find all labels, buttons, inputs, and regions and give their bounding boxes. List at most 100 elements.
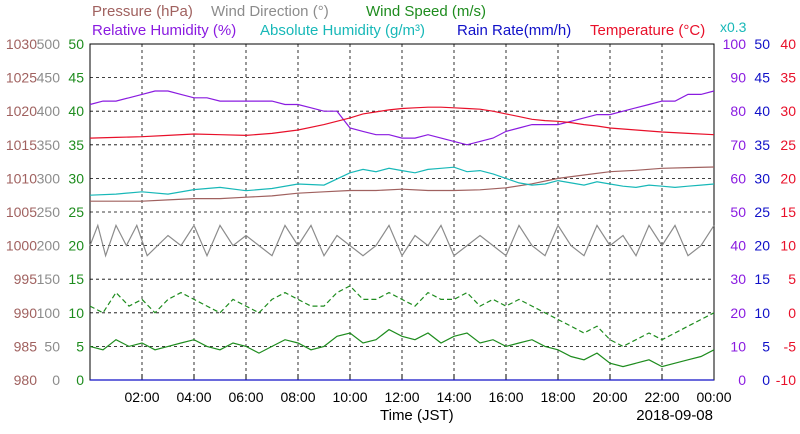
right-tick-label-temp: -5 <box>784 338 797 354</box>
right-tick-label-rh: 20 <box>730 305 746 321</box>
x-tick-label: 08:00 <box>280 389 315 405</box>
right-tick-label-rain: 50 <box>754 36 770 52</box>
right-tick-label-rh: 100 <box>723 36 747 52</box>
right-tick-label-temp: 25 <box>780 137 796 153</box>
left-tick-label-pressure: 1030 <box>6 36 37 52</box>
legend-wind-speed: Wind Speed (m/s) <box>366 3 486 20</box>
x-tick-label: 20:00 <box>592 389 627 405</box>
legend-absolute-humidity: Absolute Humidity (g/m³) <box>260 22 425 39</box>
right-tick-label-rh: 40 <box>730 238 746 254</box>
x-tick-label: 18:00 <box>540 389 575 405</box>
left-tick-label-wind_speed: 15 <box>68 271 84 287</box>
right-tick-label-rh: 60 <box>730 170 746 186</box>
left-tick-label-wind_dir: 0 <box>52 372 60 388</box>
left-tick-label-wind_speed: 5 <box>76 338 84 354</box>
left-tick-label-wind_dir: 500 <box>37 36 61 52</box>
x-axis-ticks: 02:00 04:00 06:00 08:00 10:00 12:00 14:00 16:00… <box>124 374 732 405</box>
series-line-wind-speed-m-s <box>89 328 715 368</box>
right-tick-label-temp: 40 <box>780 36 796 52</box>
x-tick-label: 16:00 <box>488 389 523 405</box>
right-tick-label-rain: 45 <box>754 70 770 86</box>
right-tick-label-temp: 5 <box>788 271 796 287</box>
right-tick-label-rain: 30 <box>754 170 770 186</box>
right-tick-label-rh: 0 <box>738 372 746 388</box>
legend-temperature: Temperature (°C) <box>590 22 705 39</box>
left-tick-label-wind_dir: 50 <box>44 338 60 354</box>
x-tick-label: 04:00 <box>176 389 211 405</box>
left-tick-label-pressure: 995 <box>14 271 38 287</box>
left-tick-label-wind_speed: 0 <box>76 372 84 388</box>
legend-wind-direction: Wind Direction (°) <box>211 3 329 20</box>
series-line-pressure-hpa <box>90 166 715 202</box>
x-tick-label: 22:00 <box>644 389 679 405</box>
left-tick-label-pressure: 1005 <box>6 204 37 220</box>
right-tick-label-rain: 15 <box>754 271 770 287</box>
right-tick-label-rain: 40 <box>754 103 770 119</box>
left-tick-label-pressure: 985 <box>14 338 38 354</box>
right-tick-label-temp: 20 <box>780 170 796 186</box>
right-tick-label-rain: 10 <box>754 305 770 321</box>
left-tick-label-wind_speed: 20 <box>68 238 84 254</box>
left-tick-label-wind_speed: 45 <box>68 70 84 86</box>
x-tick-label: 10:00 <box>332 389 367 405</box>
right-tick-label-rain: 0 <box>762 372 770 388</box>
right-tick-label-rain: 20 <box>754 238 770 254</box>
left-tick-label-wind_speed: 30 <box>68 170 84 186</box>
right-tick-label-rh: 90 <box>730 70 746 86</box>
left-tick-label-wind_speed: 35 <box>68 137 84 153</box>
legend-relative-humidity: Relative Humidity (%) <box>92 22 236 39</box>
right-tick-label-rain: 35 <box>754 137 770 153</box>
left-tick-label-pressure: 1010 <box>6 170 37 186</box>
left-tick-label-wind_speed: 50 <box>68 36 84 52</box>
left-tick-label-pressure: 980 <box>14 372 38 388</box>
left-tick-label-pressure: 1000 <box>6 238 37 254</box>
x-tick-label: 14:00 <box>436 389 471 405</box>
right-tick-label-temp: 35 <box>780 70 796 86</box>
series-line-absolute-humidity-g-m <box>89 166 715 196</box>
right-tick-label-temp: 0 <box>788 305 796 321</box>
x-axis-label: Time (JST) <box>380 407 454 424</box>
series-line-wind-gust-m-s <box>89 285 715 348</box>
left-tick-label-wind_dir: 300 <box>37 170 61 186</box>
right-tick-label-rain: 5 <box>762 338 770 354</box>
series-line-wind-direction <box>89 223 715 258</box>
legend-ah-scale-note: x0.3 <box>720 19 747 35</box>
x-tick-label: 06:00 <box>228 389 263 405</box>
date-label: 2018-09-08 <box>636 407 713 424</box>
left-tick-label-wind_dir: 100 <box>37 305 61 321</box>
right-tick-label-rh: 70 <box>730 137 746 153</box>
series-line-temperature-c <box>89 106 715 139</box>
left-tick-label-wind_speed: 40 <box>68 103 84 119</box>
right-tick-label-rh: 30 <box>730 271 746 287</box>
left-tick-label-pressure: 990 <box>14 305 38 321</box>
left-tick-label-wind_dir: 350 <box>37 137 61 153</box>
right-tick-label-rh: 80 <box>730 103 746 119</box>
series-lines <box>89 90 715 381</box>
legend-rain-rate: Rain Rate(mm/h) <box>457 22 571 39</box>
left-tick-label-pressure: 1015 <box>6 137 37 153</box>
left-tick-label-wind_dir: 400 <box>37 103 61 119</box>
right-tick-label-temp: 10 <box>780 238 796 254</box>
x-tick-label: 12:00 <box>384 389 419 405</box>
left-tick-label-wind_dir: 250 <box>37 204 61 220</box>
right-tick-label-rh: 10 <box>730 338 746 354</box>
left-tick-label-wind_dir: 450 <box>37 70 61 86</box>
left-tick-label-wind_dir: 200 <box>37 238 61 254</box>
right-axes: 0102030405060708090100051015202530354045… <box>723 36 797 388</box>
right-tick-label-temp: 30 <box>780 103 796 119</box>
left-tick-label-wind_speed: 10 <box>68 305 84 321</box>
x-tick-label: 02:00 <box>124 389 159 405</box>
left-tick-label-wind_speed: 25 <box>68 204 84 220</box>
x-tick-label: 00:00 <box>696 389 731 405</box>
series-line-relative-humidity <box>89 90 715 146</box>
left-tick-label-wind_dir: 150 <box>37 271 61 287</box>
right-tick-label-rain: 25 <box>754 204 770 220</box>
grid <box>90 44 714 380</box>
left-axes: 9809859909951000100510101015102010251030… <box>6 36 84 388</box>
right-tick-label-temp: 15 <box>780 204 796 220</box>
left-tick-label-pressure: 1020 <box>6 103 37 119</box>
legend-pressure: Pressure (hPa) <box>92 3 193 20</box>
right-tick-label-temp: -10 <box>776 372 796 388</box>
right-tick-label-rh: 50 <box>730 204 746 220</box>
